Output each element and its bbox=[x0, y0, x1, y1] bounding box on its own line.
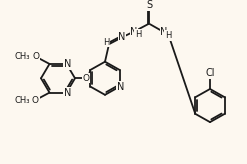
Text: CH₃: CH₃ bbox=[15, 52, 30, 61]
Text: O: O bbox=[82, 74, 89, 83]
Text: S: S bbox=[146, 0, 152, 10]
Text: O: O bbox=[32, 52, 39, 61]
Text: Cl: Cl bbox=[205, 68, 215, 78]
Text: N: N bbox=[64, 88, 71, 98]
Text: CH₃: CH₃ bbox=[15, 96, 30, 105]
Text: H: H bbox=[103, 38, 109, 47]
Text: N: N bbox=[117, 82, 124, 92]
Text: N: N bbox=[160, 27, 168, 37]
Text: N: N bbox=[64, 59, 71, 69]
Text: N: N bbox=[118, 32, 126, 42]
Text: H: H bbox=[135, 30, 141, 39]
Text: N: N bbox=[130, 27, 138, 37]
Text: H: H bbox=[165, 31, 171, 40]
Text: O: O bbox=[32, 96, 39, 105]
